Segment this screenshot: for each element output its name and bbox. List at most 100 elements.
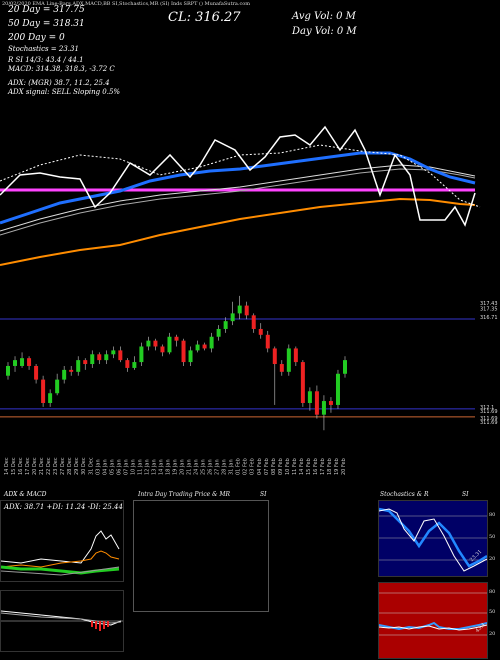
ema50-label: 50 Day = 318.31 [8, 19, 85, 29]
adx-signal-label: ADX signal: SELL Sloping 0.5% [8, 88, 121, 96]
stoch-tick-50: 50 [489, 534, 496, 540]
si-tick-50: 50 [489, 609, 496, 615]
date-tick-label: 11 Jan [137, 459, 143, 475]
date-tick-label: 16 Feb [313, 458, 319, 475]
candle-body [41, 379, 46, 403]
date-tick-label: 18 Feb [327, 458, 333, 475]
price-labels-group: 317.43317.35316.71312.1311.69311.69311.6… [480, 301, 498, 426]
date-tick-label: 06 Jan [116, 459, 122, 475]
date-tick-label: 17 Dec [25, 457, 31, 475]
date-tick-label: 13 Jan [151, 459, 157, 475]
date-tick-label: 20 Jan [180, 459, 186, 475]
date-tick-label: 31 Dec [88, 457, 94, 475]
stochastics-label: Stochastics = 23.31 [8, 45, 79, 53]
candle-body [13, 360, 18, 366]
candle-body [343, 360, 347, 374]
si-blue-line [379, 621, 487, 631]
stochastics-panel: 80 50 20 23.31 [378, 500, 495, 577]
candle-body [83, 360, 88, 365]
date-tick-label: 29 Dec [74, 457, 80, 475]
candle-body [195, 344, 200, 351]
date-tick-label: 08 Feb [271, 458, 277, 475]
macd-panel [0, 590, 124, 652]
date-tick-label: 14 Feb [299, 458, 305, 475]
adx-panel: ADX: 38.71 +DI: 11.24 -DI: 25.44 [0, 500, 124, 582]
avg-volume: Avg Vol: 0 M [292, 11, 356, 22]
si-panel: 80 50 20 43.4 [378, 582, 495, 659]
date-tick-label: 09 Feb [278, 458, 284, 475]
date-tick-label: 07 Feb [264, 458, 270, 475]
adx-macd-title: ADX & MACD [4, 491, 47, 498]
intraday-si-label: SI [260, 491, 267, 498]
date-tick-label: 11 Feb [292, 458, 298, 475]
intraday-panel [133, 500, 269, 612]
adx-svg [1, 530, 120, 576]
ema200-line [0, 197, 476, 266]
si-tick-80: 80 [489, 589, 496, 595]
candle-body [272, 348, 277, 365]
adx-green-line [1, 565, 120, 575]
date-tick-label: 27 Jan [215, 459, 221, 475]
candle-body [293, 348, 298, 363]
dotted-line [0, 144, 481, 208]
date-tick-label: 10 Jan [130, 459, 136, 475]
date-tick-label: 04 Feb [257, 458, 263, 475]
si-svg [379, 592, 487, 636]
candle-body [111, 350, 116, 355]
stochastics-si-label: SI [462, 491, 469, 498]
stoch-blue-line [379, 507, 487, 568]
candle-body [321, 401, 326, 415]
date-tick-label: 25 Jan [201, 459, 207, 475]
price-white-line [0, 125, 476, 227]
price-axis-label: 312.1 [480, 405, 494, 411]
candle-body [90, 354, 95, 365]
candle-body [286, 348, 291, 372]
candle-body [216, 328, 221, 337]
candle-body [48, 393, 53, 403]
candle-body [146, 340, 151, 347]
candle-body [139, 346, 144, 363]
price-grid-lines [0, 318, 475, 418]
candle-body [209, 336, 214, 349]
date-tick-label: 14 Dec [4, 457, 10, 475]
stoch-white-line [379, 508, 487, 572]
date-tick-label: 05 Jan [109, 459, 115, 475]
si-label: R SI 14/3: 43.4 / 44.1 [8, 56, 84, 64]
macd-histogram [91, 621, 109, 631]
ema200-label: 200 Day = 0 [8, 33, 65, 43]
adx-values: ADX: 38.71 +DI: 11.24 -DI: 25.44 [4, 503, 123, 511]
date-tick-label: 15 Feb [306, 458, 312, 475]
macd-label: MACD: 314.38, 318.3, -3.72 C [8, 65, 115, 73]
candle-body [279, 364, 284, 372]
candle-body [55, 379, 60, 394]
candle-body [62, 369, 67, 380]
stochastics-svg [379, 507, 487, 572]
date-tick-label: 03 Feb [250, 458, 256, 475]
candle-body [223, 321, 228, 329]
date-tick-label: 19 Feb [334, 458, 340, 475]
macd-svg [1, 610, 123, 631]
candle-body [27, 358, 32, 366]
candle-body [307, 391, 312, 403]
candle-body [237, 305, 242, 314]
price-axis-label: 311.69 [480, 416, 498, 422]
date-tick-label: 27 Dec [60, 457, 66, 475]
date-tick-label: 15 Dec [11, 457, 17, 475]
ema20-label: 20 Day = 317.75 [8, 5, 85, 15]
candle-body [125, 360, 130, 368]
intraday-title: Intra Day Trading Price & MR [138, 491, 231, 498]
date-tick-label: 28 Dec [67, 457, 73, 475]
adx-plus-di-line [1, 530, 120, 564]
candle-body [118, 350, 123, 361]
candle-body [188, 350, 193, 363]
candle-body [314, 391, 319, 415]
candle-body [230, 313, 235, 322]
date-tick-label: 24 Jan [194, 459, 200, 475]
date-tick-label: 18 Jan [165, 459, 171, 475]
date-tick-label: 19 Jan [173, 459, 179, 475]
candle-body [160, 346, 165, 353]
stoch-tick-20: 20 [489, 556, 496, 562]
price-axis-label: 311.69 [480, 420, 498, 426]
candle-body [76, 360, 81, 372]
grey-ema-line-2 [0, 164, 476, 232]
